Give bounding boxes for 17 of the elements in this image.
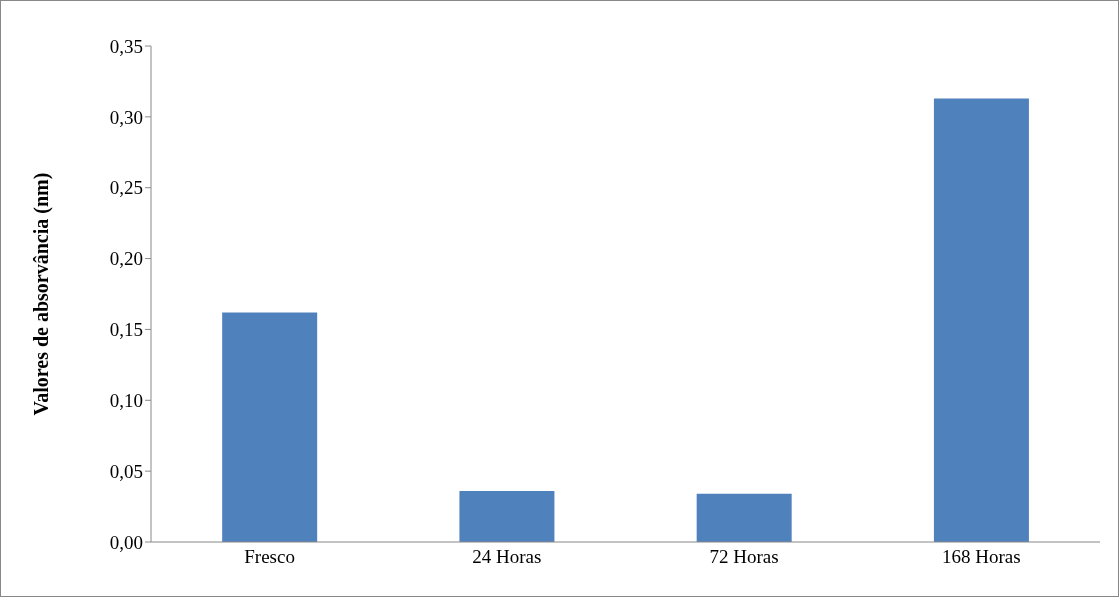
bar — [222, 312, 318, 542]
y-tick-label: 0,00 — [109, 531, 143, 553]
y-axis-title: Valores de absorvância (nm) — [30, 172, 54, 416]
x-tick-label: Fresco — [244, 546, 295, 568]
bar — [933, 98, 1029, 542]
y-tick-label: 0,20 — [109, 248, 143, 270]
y-tick-label: 0,25 — [109, 177, 143, 199]
y-tick-label: 0,05 — [109, 460, 143, 482]
y-tick-label: 0,35 — [109, 35, 143, 57]
x-tick-label: 24 Horas — [472, 546, 542, 568]
y-tick-label: 0,30 — [109, 106, 143, 128]
x-tick-label: 168 Horas — [942, 546, 1021, 568]
y-tick-label: 0,15 — [109, 319, 143, 341]
x-tick-label: 72 Horas — [709, 546, 779, 568]
y-tick-label: 0,10 — [109, 390, 143, 412]
bar — [459, 490, 555, 542]
bar — [696, 493, 792, 542]
